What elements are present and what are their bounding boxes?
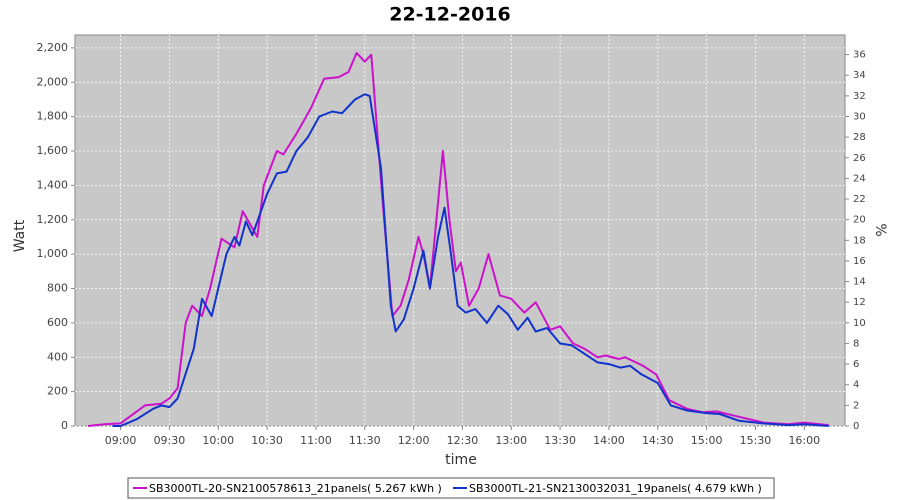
y2-tick-label: 12 <box>853 297 866 308</box>
x-tick-label: 14:30 <box>642 434 674 447</box>
chart-title: 22-12-2016 <box>389 4 511 26</box>
y2-tick-label: 16 <box>853 256 866 267</box>
x-tick-label: 10:00 <box>202 434 234 447</box>
y-tick-label: 1,800 <box>37 110 69 123</box>
x-axis-label: time <box>445 452 477 468</box>
x-tick-label: 13:30 <box>544 434 576 447</box>
y-tick-label: 1,000 <box>37 247 69 260</box>
x-tick-label: 11:30 <box>349 434 381 447</box>
x-tick-label: 10:30 <box>251 434 283 447</box>
y-tick-label: 1,600 <box>37 144 69 157</box>
y2-tick-label: 14 <box>853 277 866 288</box>
x-tick-label: 14:00 <box>593 434 625 447</box>
legend-label: SB3000TL-20-SN2100578613_21panels( 5.267… <box>149 482 442 495</box>
y2-tick-label: 20 <box>853 215 866 226</box>
y-tick-label: 0 <box>61 419 68 432</box>
x-tick-label: 15:30 <box>740 434 772 447</box>
y2-tick-label: 18 <box>853 235 866 246</box>
y2-tick-label: 32 <box>853 91 866 102</box>
x-tick-label: 11:00 <box>300 434 332 447</box>
y2-tick-label: 10 <box>853 318 866 329</box>
y2-tick-label: 34 <box>853 70 866 81</box>
x-tick-label: 12:30 <box>447 434 479 447</box>
y-tick-label: 1,200 <box>37 213 69 226</box>
y-tick-label: 600 <box>47 316 68 329</box>
y-tick-label: 800 <box>47 282 68 295</box>
series-line <box>112 93 829 427</box>
y2-tick-label: 22 <box>853 194 866 205</box>
y-tick-label: 400 <box>47 350 68 363</box>
legend-label: SB3000TL-21-SN2130032031_19panels( 4.679… <box>469 482 762 495</box>
plot-area <box>74 34 846 427</box>
y2-tick-label: 6 <box>853 359 859 370</box>
y-tick-label: 1,400 <box>37 178 69 191</box>
x-tick-label: 16:00 <box>788 434 820 447</box>
y-tick-label: 2,200 <box>37 41 69 54</box>
x-tick-label: 12:00 <box>398 434 430 447</box>
x-tick-label: 15:00 <box>691 434 723 447</box>
y2-tick-label: 0 <box>853 421 859 432</box>
y2-tick-label: 2 <box>853 400 859 411</box>
x-tick-label: 13:00 <box>495 434 527 447</box>
y-axis-label: Watt <box>12 219 28 252</box>
y2-tick-label: 26 <box>853 153 866 164</box>
legend-box <box>127 477 775 499</box>
y2-tick-label: 30 <box>853 112 866 123</box>
x-tick-label: 09:30 <box>154 434 186 447</box>
x-tick-label: 09:00 <box>105 434 137 447</box>
y2-tick-label: 28 <box>853 132 866 143</box>
y2-tick-label: 24 <box>853 173 866 184</box>
y-tick-label: 200 <box>47 385 68 398</box>
y2-axis-label: % <box>872 223 888 236</box>
y2-tick-label: 4 <box>853 380 859 391</box>
y2-tick-label: 36 <box>853 50 866 61</box>
y2-tick-label: 8 <box>853 338 859 349</box>
y-tick-label: 2,000 <box>37 75 69 88</box>
